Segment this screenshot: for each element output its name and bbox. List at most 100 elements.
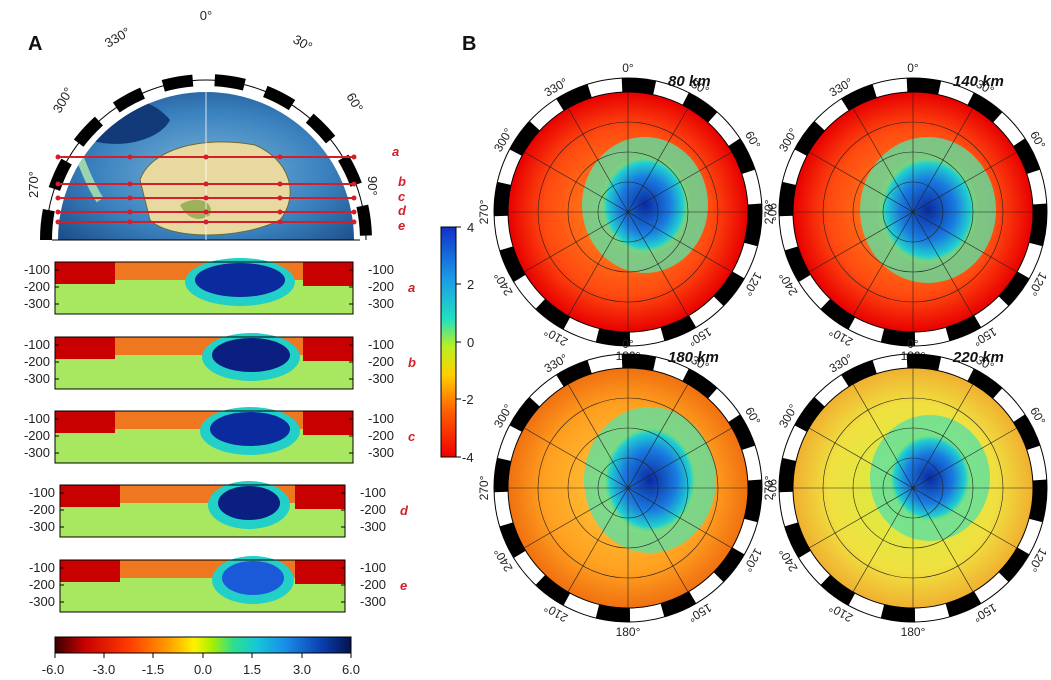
profile-b-anomaly xyxy=(212,338,290,372)
depth-slice-1-lon-0: 0° xyxy=(907,61,919,75)
depth-slice-1-frame xyxy=(779,78,1047,346)
profile-a-depth-right-0: -100 xyxy=(368,262,394,277)
overview-lon-300: 300° xyxy=(50,85,76,116)
slice-cb-tick-5: -4 xyxy=(462,450,474,465)
depth-slice-0-lon-9: 270° xyxy=(477,199,491,224)
profile-b-depth-left-1: -200 xyxy=(24,354,50,369)
depth-slice-2-lon-0: 0° xyxy=(622,337,634,351)
profile-cb-tick-4: 0.0 xyxy=(194,662,212,677)
profile-d-depth-right-2: -300 xyxy=(360,519,386,534)
depth-slice-0-lon-3: 90° xyxy=(765,203,779,221)
overview-label-c: c xyxy=(398,189,406,204)
profile-b: -100 -100 -200 -200 -300 -300 b xyxy=(24,333,416,390)
profile-cb-tick-7: 6.0 xyxy=(342,662,360,677)
profile-b-depth-left-0: -100 xyxy=(24,337,50,352)
profile-e-depth-left-1: -200 xyxy=(29,577,55,592)
depth-slice-2-lon-7: 210° xyxy=(542,600,571,625)
profile-c-depth-right-0: -100 xyxy=(368,411,394,426)
overview-lon-270: 270° xyxy=(26,171,41,198)
profile-cb-tick-6: 3.0 xyxy=(293,662,311,677)
profile-cb-tick-5: 1.5 xyxy=(243,662,261,677)
profile-e-depth-right-2: -300 xyxy=(360,594,386,609)
depth-slice-3: 0°30°60°90°120°150°180°210°240°270°300°3… xyxy=(762,337,1051,639)
profile-cb-tick-3: -1.5 xyxy=(142,662,164,677)
depth-slice-1: 0°30°60°90°120°150°180°210°240°270°300°3… xyxy=(762,61,1051,363)
depth-slice-2-lon-3: 90° xyxy=(765,479,779,497)
profile-d: -100 -100 -200 -200 -300 -300 d xyxy=(29,481,409,538)
depth-slice-3-lon-6: 180° xyxy=(901,625,926,639)
panel-letter-a: A xyxy=(28,33,42,55)
slice-colorbar: 4 2 0 -2 -4 xyxy=(440,220,474,465)
overview-label-e: e xyxy=(398,218,405,233)
profile-b-depth-right-0: -100 xyxy=(368,337,394,352)
depth-slice-0-depth-label: 80 km xyxy=(668,73,711,90)
depth-slice-2-depth-label: 180 km xyxy=(668,349,719,366)
depth-slice-1-lon-7: 210° xyxy=(827,324,856,349)
profile-d-anomaly xyxy=(218,486,280,520)
profile-cb-tick-2: -3.0 xyxy=(93,662,115,677)
profile-c-depth-left-0: -100 xyxy=(24,411,50,426)
overview-map: 0° 30° 60° 90° 300° 270° 330° a b c d e xyxy=(26,8,407,241)
depth-slice-2-lon-9: 270° xyxy=(477,475,491,500)
overview-lon-330: 330° xyxy=(102,24,133,50)
depth-slice-1-lon-4: 120° xyxy=(1025,270,1050,299)
depth-slice-0-frame xyxy=(494,78,762,346)
depth-slice-3-lon-4: 120° xyxy=(1025,546,1050,575)
profile-b-depth-right-1: -200 xyxy=(368,354,394,369)
profile-a-depth-right-2: -300 xyxy=(368,296,394,311)
profile-d-depth-left-2: -300 xyxy=(29,519,55,534)
overview-label-b: b xyxy=(398,174,406,189)
profile-b-depth-right-2: -300 xyxy=(368,371,394,386)
depth-slice-1-depth-label: 140 km xyxy=(953,73,1004,90)
profile-e-label: e xyxy=(400,578,407,593)
overview-label-d: d xyxy=(398,203,407,218)
profile-c-label: c xyxy=(408,429,416,444)
profile-sections: -100 -100 -200 -200 -300 -300 a -100 -100 -200 -20… xyxy=(24,258,416,613)
depth-slice-0: 0°30°60°90°120°150°180°210°240°270°300°3… xyxy=(477,61,779,363)
depth-slice-2-anomaly xyxy=(602,425,698,535)
depth-slice-0-lon-7: 210° xyxy=(542,324,571,349)
overview-label-a: a xyxy=(392,144,399,159)
profile-a-depth-right-1: -200 xyxy=(368,279,394,294)
profile-c-depth-left-1: -200 xyxy=(24,428,50,443)
depth-slice-1-lon-9: 270° xyxy=(762,199,776,224)
slice-cb-tick-2: 2 xyxy=(467,277,474,292)
depth-slice-2-frame xyxy=(494,354,762,622)
depth-slice-2-lon-6: 180° xyxy=(616,625,641,639)
panel-letter-b: B xyxy=(462,33,476,55)
profile-e-depth-left-0: -100 xyxy=(29,560,55,575)
profile-c-depth-right-2: -300 xyxy=(368,445,394,460)
profile-a-depth-left-0: -100 xyxy=(24,262,50,277)
depth-slice-3-lon-0: 0° xyxy=(907,337,919,351)
overview-lon-60: 60° xyxy=(343,90,366,115)
profile-colorbar: -6.0 -3.0 -1.5 0.0 1.5 3.0 6.0 xyxy=(42,636,360,677)
profile-e-depth-left-2: -300 xyxy=(29,594,55,609)
profile-c-depth-left-2: -300 xyxy=(24,445,50,460)
profile-e-depth-right-0: -100 xyxy=(360,560,386,575)
profile-c: -100 -100 -200 -200 -300 -300 c xyxy=(24,407,416,464)
profile-a: -100 -100 -200 -200 -300 -300 a xyxy=(24,258,415,315)
profile-a-depth-left-1: -200 xyxy=(24,279,50,294)
slice-cb-tick-1: 4 xyxy=(467,220,474,235)
overview-lon-0: 0° xyxy=(200,8,212,23)
depth-slices: 0°30°60°90°120°150°180°210°240°270°300°3… xyxy=(477,61,1051,639)
profile-cb-tick-1: -6.0 xyxy=(42,662,64,677)
profile-c-anomaly xyxy=(210,412,290,446)
profile-d-depth-right-0: -100 xyxy=(360,485,386,500)
profile-e-depth-right-1: -200 xyxy=(360,577,386,592)
depth-slice-2-lon-4: 120° xyxy=(740,546,765,575)
profile-d-label: d xyxy=(400,503,409,518)
slice-cb-tick-4: -2 xyxy=(462,392,474,407)
profile-b-label: b xyxy=(408,355,416,370)
profile-e: -100 -100 -200 -200 -300 -300 e xyxy=(29,556,407,613)
profile-a-anomaly xyxy=(195,263,285,297)
depth-slice-0-lon-4: 120° xyxy=(740,270,765,299)
overview-lon-30: 30° xyxy=(291,32,316,55)
slice-cb-tick-3: 0 xyxy=(467,335,474,350)
profile-b-depth-left-2: -300 xyxy=(24,371,50,386)
depth-slice-3-lon-7: 210° xyxy=(827,600,856,625)
depth-slice-2: 0°30°60°90°120°150°180°210°240°270°300°3… xyxy=(477,337,779,639)
depth-slice-0-lon-0: 0° xyxy=(622,61,634,75)
profile-d-depth-right-1: -200 xyxy=(360,502,386,517)
